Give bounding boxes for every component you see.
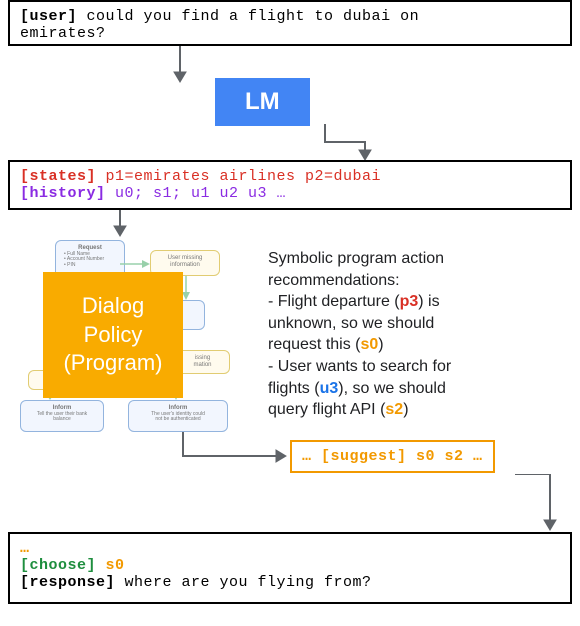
history-text: u0; s1; u1 u2 u3 … bbox=[106, 185, 287, 202]
desc-i1c: unknown, so we should bbox=[268, 313, 568, 335]
desc-item1: - Flight departure (p3) is bbox=[268, 291, 568, 313]
choose-tag: [choose] bbox=[20, 557, 96, 574]
desc-i2c: ), so we should bbox=[338, 380, 446, 397]
arrow-user-to-lm bbox=[170, 46, 200, 86]
choose-line: [choose] s0 bbox=[20, 557, 560, 574]
desc-item2d: query flight API (s2) bbox=[268, 399, 568, 421]
description-text: Symbolic program action recommendations:… bbox=[268, 248, 568, 421]
history-line: [history] u0; s1; u1 u2 u3 … bbox=[20, 185, 560, 202]
dialog-policy-box: Dialog Policy (Program) bbox=[43, 272, 183, 398]
arrow-states-to-policy bbox=[110, 210, 140, 240]
suggest-text: … [suggest] s0 s2 … bbox=[302, 448, 483, 465]
states-tag: [states] bbox=[20, 168, 96, 185]
response-line: [response] where are you flying from? bbox=[20, 574, 560, 591]
desc-i1d: request this ( bbox=[268, 336, 360, 353]
desc-i2e: ) bbox=[403, 401, 408, 418]
fc-node-inform1: Inform Tell the user their bankbalance bbox=[20, 400, 104, 432]
choose-val: s0 bbox=[96, 557, 125, 574]
desc-line1: Symbolic program action bbox=[268, 248, 568, 270]
fc-node-missing2: issingmation bbox=[175, 350, 230, 374]
desc-i2d: query flight API ( bbox=[268, 401, 385, 418]
desc-i2u: u3 bbox=[320, 380, 339, 397]
user-tag: [user] bbox=[20, 8, 77, 25]
user-input-box: [user] could you find a flight to dubai … bbox=[8, 0, 572, 46]
response-text: where are you flying from? bbox=[115, 574, 372, 591]
desc-line2: recommendations: bbox=[268, 270, 568, 292]
desc-i1a: - Flight departure ( bbox=[268, 293, 400, 310]
suggest-box: … [suggest] s0 s2 … bbox=[290, 440, 495, 473]
policy-line1: Dialog bbox=[61, 292, 165, 321]
lm-label: LM bbox=[245, 88, 280, 115]
user-line2: emirates? bbox=[20, 25, 560, 42]
desc-i1b: ) is bbox=[418, 293, 439, 310]
response-box: … [choose] s0 [response] where are you f… bbox=[8, 532, 572, 604]
arrow-lm-to-states bbox=[320, 124, 380, 164]
desc-i1p: p3 bbox=[400, 293, 419, 310]
desc-item2b: flights (u3), so we should bbox=[268, 378, 568, 400]
desc-i2a: - User wants to search for bbox=[268, 356, 568, 378]
user-text1: could you find a flight to dubai on bbox=[77, 8, 419, 25]
arrow-policy-to-suggest bbox=[178, 432, 298, 480]
response-tag: [response] bbox=[20, 574, 115, 591]
desc-item1-end: request this (s0) bbox=[268, 334, 568, 356]
desc-i2s: s2 bbox=[385, 401, 403, 418]
user-line1: [user] could you find a flight to dubai … bbox=[20, 8, 560, 25]
states-text: p1=emirates airlines p2=dubai bbox=[96, 168, 381, 185]
fc-node-inform2: Inform The user's identity couldnot be a… bbox=[128, 400, 228, 432]
response-dots: … bbox=[20, 540, 560, 557]
arrow-suggest-to-response bbox=[510, 474, 570, 534]
policy-line2: Policy bbox=[61, 321, 165, 350]
states-box: [states] p1=emirates airlines p2=dubai [… bbox=[8, 160, 572, 210]
history-tag: [history] bbox=[20, 185, 106, 202]
desc-i2b: flights ( bbox=[268, 380, 320, 397]
desc-i1e: ) bbox=[378, 336, 383, 353]
fc-arrow1 bbox=[120, 258, 152, 270]
states-line: [states] p1=emirates airlines p2=dubai bbox=[20, 168, 560, 185]
lm-box: LM bbox=[215, 78, 310, 126]
desc-i1s: s0 bbox=[360, 336, 378, 353]
policy-line3: (Program) bbox=[61, 349, 165, 378]
